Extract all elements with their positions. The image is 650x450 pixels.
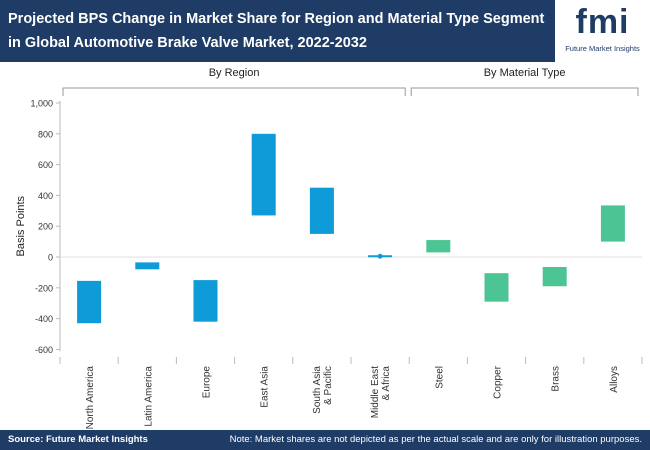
x-tick-label-line: & Africa	[381, 366, 392, 401]
x-tick-label: Middle East& Africa	[370, 366, 392, 419]
y-tick-label: 600	[38, 160, 53, 170]
bps-change-chart: -600 -400 -200 0 200 400 600 800 1,000 Basis Poin…	[15, 67, 643, 430]
y-tick-label: 1,000	[30, 99, 53, 109]
x-tick-label: Latin America	[143, 366, 154, 427]
source-text: Source: Future Market Insights	[8, 434, 148, 445]
y-axis-label: Basis Points	[15, 195, 27, 256]
chart-title: Projected BPS Change in Market Share for…	[8, 11, 545, 51]
bar-4	[309, 187, 334, 234]
bar-marker-5	[377, 253, 383, 259]
x-tick-label: Copper	[493, 365, 504, 398]
logo-wordmark: fmi	[575, 3, 630, 41]
y-tick-label: 800	[38, 129, 53, 139]
x-tick-label: South Asia& Pacific	[312, 366, 334, 414]
x-tick-label-line: South Asia	[312, 366, 323, 414]
note-text: Note: Market shares are not depicted as …	[229, 434, 642, 445]
y-tick-label: 200	[38, 222, 53, 232]
group-bracket	[410, 87, 639, 96]
y-tick-label: -400	[35, 314, 53, 324]
x-tick-label-line: Middle East	[370, 366, 381, 418]
bar-8	[542, 267, 567, 287]
x-tick-label: Europe	[202, 366, 213, 399]
y-tick-label: 0	[48, 253, 53, 263]
bar-0	[77, 280, 102, 324]
x-tick-label-line: & Pacific	[323, 366, 334, 405]
bar-9	[600, 205, 625, 242]
x-tick-label: Brass	[551, 366, 562, 392]
y-tick-label: -600	[35, 345, 53, 355]
x-tick-label: North America	[85, 366, 96, 430]
bar-1	[135, 262, 160, 270]
footer-bar: Source: Future Market Insights Note: Mar…	[0, 430, 650, 450]
x-tick-label: East Asia	[260, 366, 271, 408]
fmi-logo: fmi Future Market Insights	[555, 0, 650, 62]
x-tick-label: Steel	[434, 366, 445, 389]
x-tick-label: Alloys	[609, 366, 620, 393]
bar-7	[484, 273, 509, 302]
group-label: By Material Type	[484, 67, 566, 79]
group-bracket	[62, 87, 406, 96]
bar-2	[193, 280, 218, 322]
y-tick-label: -200	[35, 283, 53, 293]
bar-6	[426, 240, 451, 253]
group-label: By Region	[209, 67, 260, 79]
header-banner: Projected BPS Change in Market Share for…	[0, 0, 650, 62]
bar-3	[251, 133, 276, 216]
y-tick-label: 400	[38, 191, 53, 201]
logo-tagline: Future Market Insights	[565, 44, 640, 53]
